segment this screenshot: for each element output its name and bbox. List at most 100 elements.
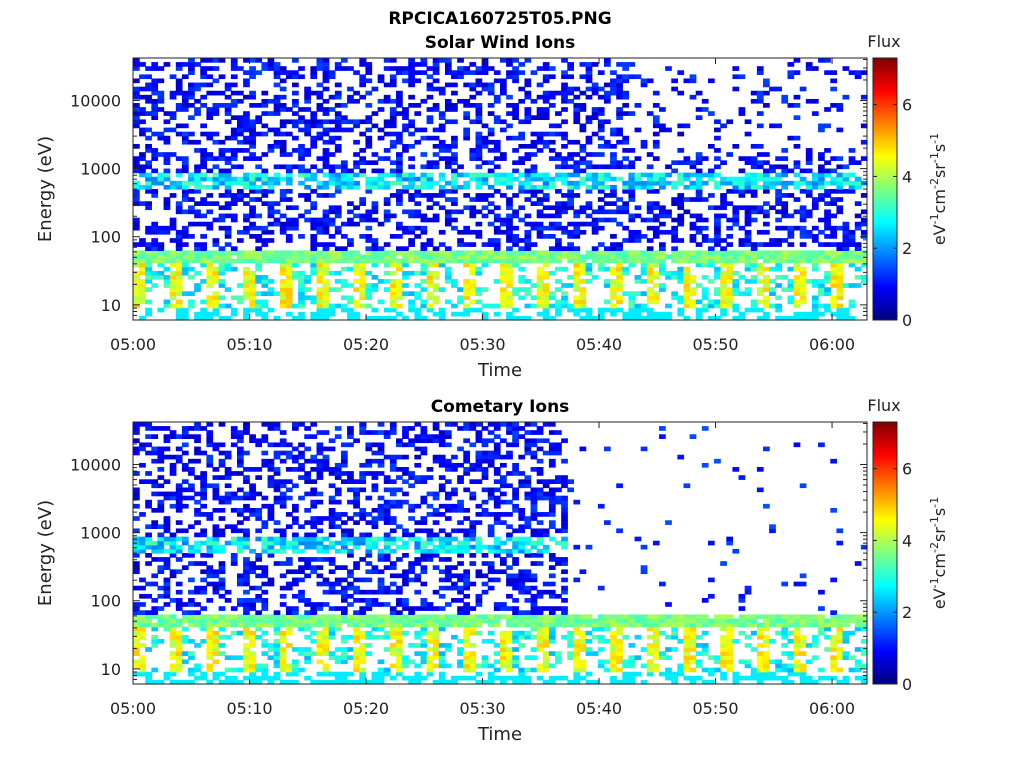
heatmap-cell	[212, 270, 220, 276]
heatmap-cell	[506, 74, 513, 80]
heatmap-cell	[322, 139, 330, 145]
heatmap-cell	[279, 123, 287, 129]
heatmap-cell	[255, 70, 263, 75]
heatmap-cell	[322, 283, 330, 288]
heatmap-cell	[292, 610, 299, 615]
heatmap-cell	[463, 66, 471, 71]
heatmap-cell	[720, 205, 727, 211]
heatmap-cell	[677, 70, 685, 75]
heatmap-cell	[206, 651, 214, 656]
heatmap-cell	[218, 651, 226, 656]
heatmap-cell	[151, 111, 159, 116]
heatmap-cell	[500, 295, 507, 301]
heatmap-cell	[169, 152, 177, 157]
heatmap-cell	[218, 585, 226, 591]
heatmap-cell	[512, 262, 519, 268]
heatmap-cell	[310, 119, 318, 125]
heatmap-cell	[175, 266, 183, 272]
heatmap-cell	[255, 156, 263, 161]
heatmap-cell	[732, 287, 740, 292]
heatmap-cell	[188, 176, 195, 182]
heatmap-cell	[175, 602, 183, 607]
heatmap-cell	[163, 438, 171, 444]
heatmap-cell	[243, 258, 250, 264]
heatmap-cell	[353, 655, 360, 661]
heatmap-cell	[133, 156, 140, 161]
heatmap-cell	[328, 193, 336, 198]
heatmap-cell	[273, 254, 281, 260]
heatmap-cell	[267, 201, 275, 206]
heatmap-cell	[328, 585, 336, 591]
heatmap-cell	[414, 234, 422, 239]
heatmap-cell	[255, 536, 263, 542]
heatmap-cell	[561, 254, 568, 260]
heatmap-cell	[493, 250, 501, 256]
heatmap-cell	[200, 176, 207, 182]
heatmap-cell	[200, 450, 207, 456]
heatmap-cell	[818, 168, 825, 174]
heatmap-cell	[695, 168, 703, 174]
heatmap-cell	[212, 184, 220, 190]
heatmap-cell	[536, 225, 544, 231]
heatmap-cell	[304, 475, 311, 480]
heatmap-cell	[139, 422, 146, 427]
heatmap-cell	[298, 74, 305, 80]
heatmap-cell	[181, 209, 189, 215]
heatmap-cell	[181, 651, 189, 656]
heatmap-cell	[310, 74, 318, 80]
heatmap-cell	[475, 258, 483, 264]
heatmap-cell	[249, 90, 256, 96]
heatmap-cell	[506, 229, 513, 235]
heatmap-cell	[579, 262, 587, 268]
heatmap-cell	[536, 131, 544, 137]
heatmap-cell	[750, 172, 758, 178]
heatmap-cell	[334, 655, 342, 661]
heatmap-cell	[524, 197, 532, 202]
heatmap-cell	[206, 614, 214, 620]
heatmap-cell	[579, 254, 587, 260]
heatmap-cell	[610, 90, 617, 96]
heatmap-cell	[334, 622, 342, 628]
heatmap-cell	[194, 139, 201, 145]
heatmap-cell	[518, 131, 526, 137]
heatmap-cell	[524, 303, 532, 309]
heatmap-cell	[720, 238, 727, 243]
heatmap-cell	[457, 172, 464, 178]
heatmap-cell	[316, 557, 324, 562]
heatmap-cell	[603, 58, 611, 63]
heatmap-cell	[267, 503, 275, 509]
heatmap-cell	[389, 491, 397, 497]
heatmap-cell	[322, 430, 330, 435]
heatmap-cell	[738, 250, 746, 256]
heatmap-cell	[836, 250, 844, 256]
heatmap-cell	[328, 180, 336, 186]
heatmap-cell	[805, 148, 813, 153]
heatmap-cell	[432, 299, 440, 305]
heatmap-cell	[677, 148, 685, 153]
heatmap-cell	[597, 152, 605, 157]
heatmap-cell	[518, 184, 526, 190]
heatmap-cell	[830, 250, 838, 256]
heatmap-cell	[799, 266, 807, 272]
heatmap-cell	[396, 90, 403, 96]
heatmap-cell	[340, 254, 348, 260]
heatmap-cell	[763, 229, 770, 235]
heatmap-cell	[451, 74, 458, 80]
heatmap-cell	[787, 103, 795, 108]
heatmap-cell	[451, 258, 458, 264]
heatmap-cell	[530, 221, 538, 227]
heatmap-cell	[157, 107, 165, 112]
heatmap-cell	[322, 299, 330, 305]
heatmap-cell	[805, 98, 813, 104]
heatmap-cell	[145, 614, 152, 620]
heatmap-cell	[218, 139, 226, 145]
heatmap-cell	[279, 663, 287, 669]
heatmap-cell	[469, 205, 477, 211]
heatmap-cell	[365, 270, 373, 276]
heatmap-cell	[285, 70, 293, 75]
heatmap-cell	[292, 507, 299, 513]
heatmap-cell	[628, 217, 636, 223]
heatmap-cell	[579, 148, 587, 153]
heatmap-cell	[145, 201, 152, 206]
heatmap-cell	[414, 139, 422, 145]
